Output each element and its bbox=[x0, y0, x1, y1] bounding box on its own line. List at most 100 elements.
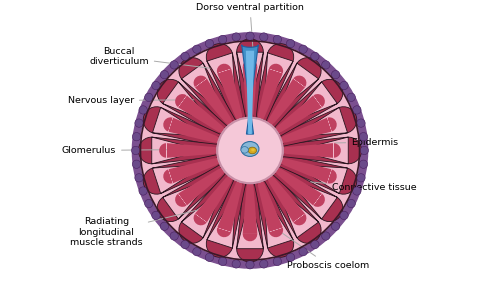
Circle shape bbox=[311, 240, 319, 249]
Polygon shape bbox=[179, 166, 240, 243]
Polygon shape bbox=[175, 167, 227, 207]
Polygon shape bbox=[270, 137, 362, 164]
Circle shape bbox=[232, 260, 240, 268]
Polygon shape bbox=[206, 169, 248, 257]
Polygon shape bbox=[246, 51, 254, 134]
Polygon shape bbox=[269, 153, 357, 194]
Circle shape bbox=[347, 200, 356, 208]
Polygon shape bbox=[143, 107, 231, 148]
Circle shape bbox=[132, 160, 140, 168]
Polygon shape bbox=[206, 44, 248, 132]
Circle shape bbox=[132, 146, 140, 154]
Circle shape bbox=[260, 260, 268, 268]
Polygon shape bbox=[236, 39, 264, 130]
Circle shape bbox=[160, 222, 168, 230]
Circle shape bbox=[360, 133, 368, 141]
Text: Glomerulus: Glomerulus bbox=[62, 146, 242, 155]
Polygon shape bbox=[257, 64, 283, 122]
Polygon shape bbox=[278, 158, 336, 184]
Polygon shape bbox=[157, 160, 235, 222]
Circle shape bbox=[192, 248, 201, 256]
Polygon shape bbox=[269, 107, 357, 148]
Circle shape bbox=[160, 70, 168, 79]
Circle shape bbox=[322, 61, 330, 69]
Circle shape bbox=[299, 248, 308, 256]
Polygon shape bbox=[266, 174, 306, 225]
Circle shape bbox=[152, 81, 160, 90]
Circle shape bbox=[135, 174, 143, 182]
Circle shape bbox=[340, 211, 348, 220]
Circle shape bbox=[132, 33, 368, 268]
Circle shape bbox=[152, 211, 160, 220]
Circle shape bbox=[352, 187, 361, 195]
Polygon shape bbox=[143, 153, 231, 194]
Polygon shape bbox=[265, 79, 343, 141]
Circle shape bbox=[360, 160, 368, 168]
Text: Proboscis coelom: Proboscis coelom bbox=[279, 231, 370, 270]
Circle shape bbox=[144, 200, 153, 208]
Circle shape bbox=[139, 106, 147, 114]
Circle shape bbox=[192, 45, 201, 53]
Circle shape bbox=[181, 240, 189, 249]
Circle shape bbox=[140, 41, 360, 260]
Polygon shape bbox=[157, 79, 235, 141]
Circle shape bbox=[181, 52, 189, 61]
Circle shape bbox=[286, 39, 294, 48]
Circle shape bbox=[144, 93, 153, 101]
Polygon shape bbox=[236, 170, 264, 262]
Polygon shape bbox=[278, 117, 336, 143]
Circle shape bbox=[246, 261, 254, 269]
Polygon shape bbox=[252, 169, 294, 257]
Circle shape bbox=[246, 32, 254, 40]
Circle shape bbox=[273, 35, 281, 44]
Polygon shape bbox=[265, 160, 343, 222]
Circle shape bbox=[170, 232, 178, 240]
Polygon shape bbox=[175, 94, 227, 134]
Polygon shape bbox=[194, 174, 234, 225]
Circle shape bbox=[347, 93, 356, 101]
Circle shape bbox=[206, 253, 214, 262]
Circle shape bbox=[357, 119, 365, 127]
Text: Dorso ventral partition: Dorso ventral partition bbox=[196, 3, 304, 46]
Circle shape bbox=[218, 257, 227, 266]
Polygon shape bbox=[242, 45, 258, 134]
Circle shape bbox=[332, 222, 340, 230]
Polygon shape bbox=[280, 143, 341, 158]
Text: Nervous layer: Nervous layer bbox=[68, 96, 194, 105]
Circle shape bbox=[332, 70, 340, 79]
Circle shape bbox=[260, 33, 268, 41]
Text: Buccal
diverticulum: Buccal diverticulum bbox=[89, 47, 210, 68]
Circle shape bbox=[232, 33, 240, 41]
Ellipse shape bbox=[241, 142, 259, 156]
Circle shape bbox=[170, 61, 178, 69]
Circle shape bbox=[135, 119, 143, 127]
Circle shape bbox=[273, 257, 281, 266]
Circle shape bbox=[340, 81, 348, 90]
Circle shape bbox=[206, 39, 214, 48]
Polygon shape bbox=[260, 58, 321, 135]
Circle shape bbox=[360, 146, 368, 154]
Polygon shape bbox=[260, 166, 321, 243]
Ellipse shape bbox=[241, 147, 248, 153]
Polygon shape bbox=[159, 143, 220, 158]
Polygon shape bbox=[266, 76, 306, 127]
Polygon shape bbox=[217, 178, 243, 237]
Polygon shape bbox=[274, 94, 325, 134]
Circle shape bbox=[357, 174, 365, 182]
Polygon shape bbox=[194, 76, 234, 127]
Circle shape bbox=[299, 45, 308, 53]
Polygon shape bbox=[257, 178, 283, 237]
Circle shape bbox=[132, 133, 140, 141]
Polygon shape bbox=[164, 117, 222, 143]
Polygon shape bbox=[242, 180, 258, 241]
Text: Radiating
longitudinal
muscle strands: Radiating longitudinal muscle strands bbox=[70, 209, 201, 247]
Circle shape bbox=[352, 106, 361, 114]
Ellipse shape bbox=[251, 148, 255, 152]
Polygon shape bbox=[217, 64, 243, 122]
Circle shape bbox=[218, 35, 227, 44]
Text: Epidermis: Epidermis bbox=[334, 138, 398, 147]
Circle shape bbox=[322, 232, 330, 240]
Circle shape bbox=[139, 187, 147, 195]
Circle shape bbox=[218, 118, 282, 183]
Polygon shape bbox=[164, 158, 222, 184]
